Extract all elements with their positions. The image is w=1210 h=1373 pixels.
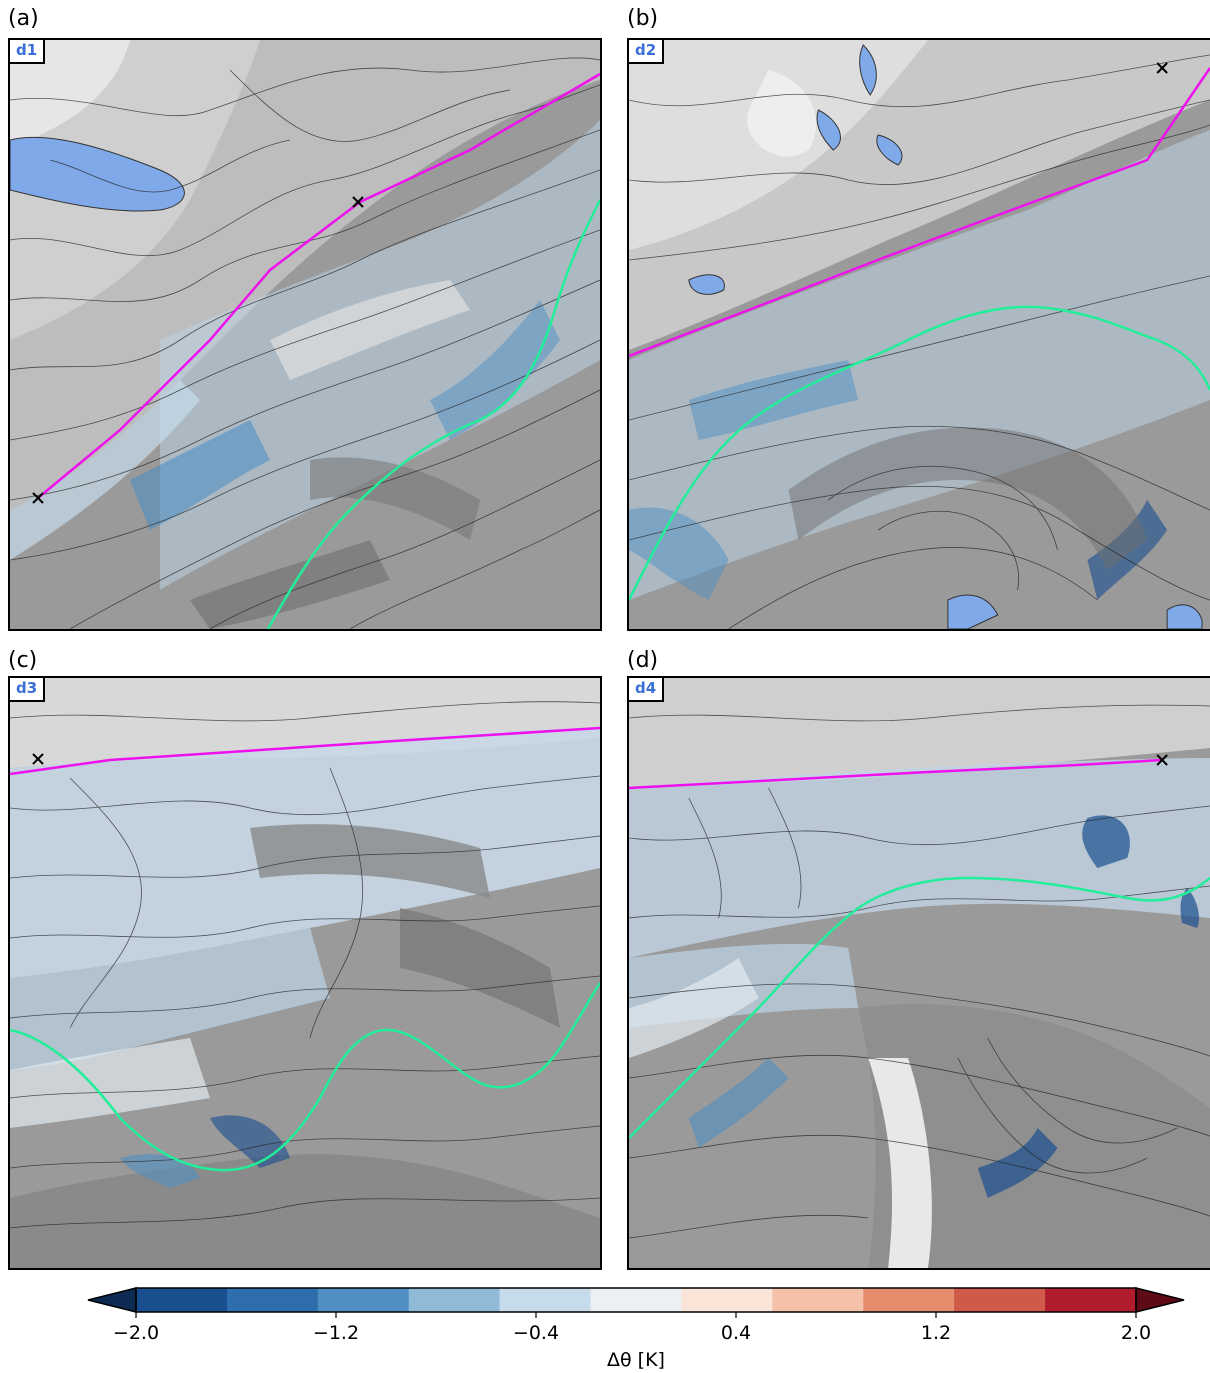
- endpoint-marker: [1156, 62, 1168, 74]
- transect-line: [37, 72, 600, 499]
- ridge-line: [629, 305, 1210, 601]
- lake-shape: [859, 44, 877, 96]
- endpoint-marker-2: [352, 196, 364, 208]
- terrain-map-d3: [10, 678, 600, 1268]
- endpoint-marker: [1156, 754, 1168, 766]
- domain-badge: d2: [629, 40, 665, 64]
- ridge-line: [266, 199, 600, 629]
- panel-label-b: (b): [627, 6, 659, 31]
- panel-label-c: (c): [8, 648, 38, 673]
- colorbar-tick-label: −2.0: [113, 1322, 159, 1344]
- colorbar-cell: [317, 1288, 410, 1312]
- colorbar-cell: [772, 1288, 864, 1312]
- colorbar-cell: [954, 1288, 1046, 1312]
- colorbar-cells: [136, 1288, 1137, 1312]
- colorbar-tick-label: −0.4: [513, 1322, 559, 1344]
- transect-line: [10, 726, 600, 776]
- colorbar-over-arrow: [1135, 1287, 1185, 1313]
- terrain-map-d2: [629, 40, 1210, 629]
- colorbar-cell: [136, 1288, 228, 1312]
- map-panel-d1: d1: [8, 38, 602, 631]
- endpoint-marker-1: [32, 492, 44, 504]
- colorbar-cell: [681, 1288, 773, 1312]
- colorbar-frame: [135, 1287, 1137, 1313]
- terrain-map-d1: [10, 40, 600, 629]
- domain-badge: d1: [10, 40, 46, 64]
- colorbar-cell: [499, 1288, 592, 1312]
- map-panel-d4: d4: [627, 676, 1210, 1270]
- lake-shape: [10, 136, 185, 212]
- colorbar-tick-label: −1.2: [313, 1322, 359, 1344]
- domain-badge: d4: [629, 678, 665, 702]
- colorbar-cell: [226, 1288, 319, 1312]
- endpoint-marker: [32, 753, 44, 765]
- transect-line: [629, 758, 1163, 790]
- ridge-line: [629, 876, 1210, 1139]
- terrain-map-d4: [629, 678, 1210, 1268]
- colorbar-cell: [408, 1288, 501, 1312]
- colorbar-ticks: −2.0 −1.2 −0.4 0.4 1.2 2.0: [113, 1312, 1151, 1344]
- colorbar-tick-label: 2.0: [1121, 1322, 1151, 1344]
- colorbar: −2.0 −1.2 −0.4 0.4 1.2 2.0 Δθ [K]: [87, 1287, 1185, 1371]
- colorbar-label: Δθ [K]: [607, 1349, 665, 1371]
- domain-badge: d3: [10, 678, 46, 702]
- colorbar-tick-label: 1.2: [921, 1322, 951, 1344]
- colorbar-cell: [863, 1288, 955, 1312]
- colorbar-tick-label: 0.4: [721, 1322, 751, 1344]
- colorbar-cell: [1045, 1288, 1137, 1312]
- panel-label-d: (d): [627, 648, 659, 673]
- map-panel-d3: d3: [8, 676, 602, 1270]
- colorbar-cell: [590, 1288, 682, 1312]
- panel-label-a: (a): [8, 6, 39, 31]
- colorbar-under-arrow: [87, 1287, 137, 1313]
- ridge-line: [10, 982, 600, 1172]
- transect-line: [629, 67, 1210, 358]
- map-panel-d2: d2: [627, 38, 1210, 631]
